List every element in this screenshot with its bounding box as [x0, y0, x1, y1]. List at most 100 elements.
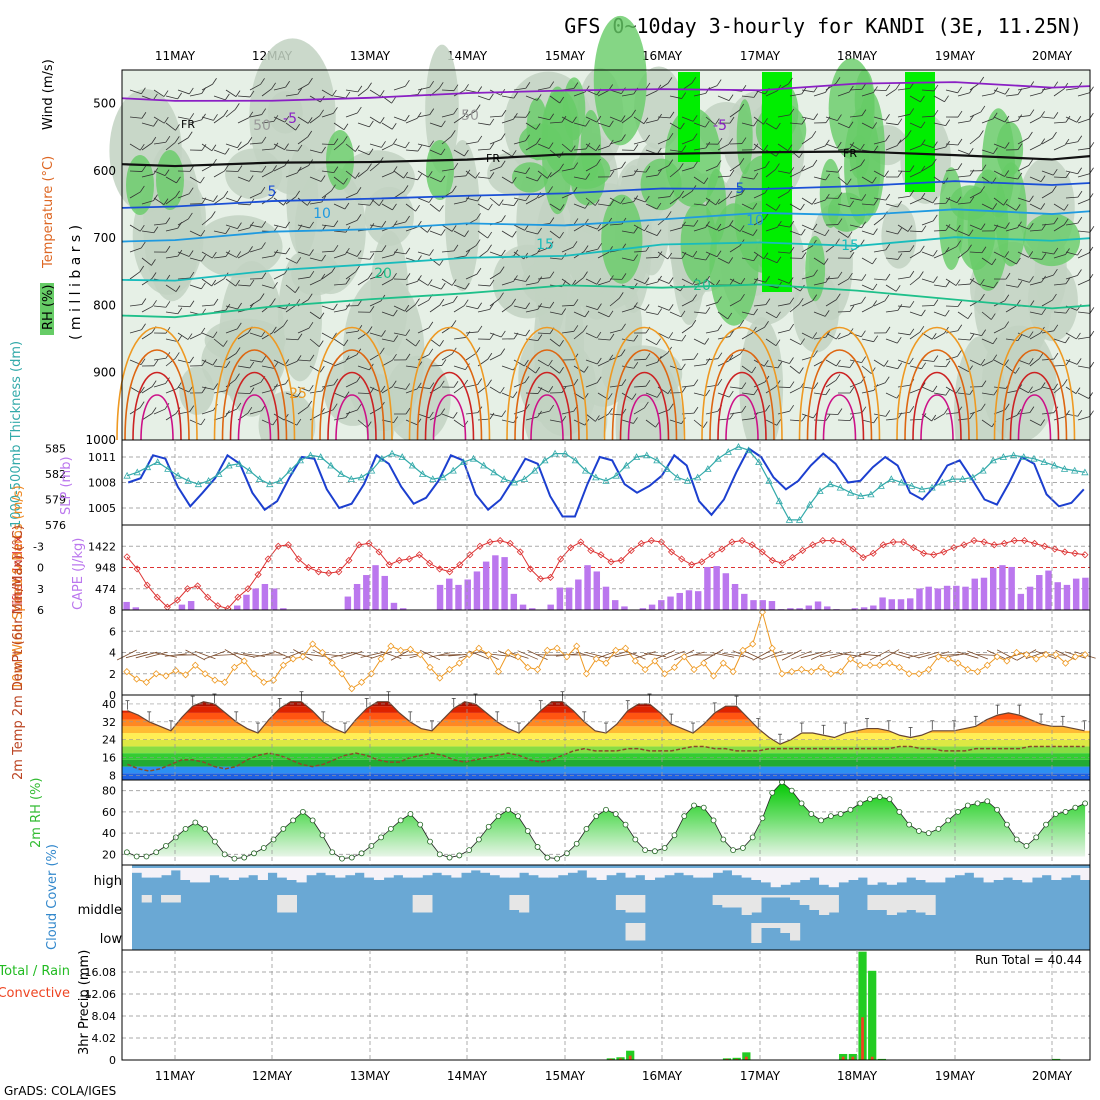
cloud-middle-bar	[615, 895, 627, 910]
upper-wind-barb-flag	[669, 190, 675, 197]
wind-speed-marker	[152, 670, 160, 678]
upper-wind-barb-flag	[645, 82, 651, 90]
upper-wind-barb	[969, 136, 980, 145]
upper-wind-barb	[129, 271, 140, 280]
upper-wind-barb	[225, 328, 238, 334]
upper-wind-barb-flag	[787, 144, 793, 151]
upper-wind-barb	[261, 148, 274, 151]
upper-wind-barb	[333, 392, 346, 398]
upper-wind-barb	[561, 246, 574, 253]
cloud-high-bar	[257, 868, 268, 880]
upper-wind-barb	[573, 277, 584, 286]
upper-wind-barb-flag	[945, 280, 951, 288]
upper-wind-barb-flag	[596, 331, 602, 339]
upper-wind-barb-flag	[909, 165, 915, 172]
upper-wind-barb-flag	[908, 357, 914, 365]
upper-wind-barb-flag	[284, 267, 290, 274]
upper-wind-barb	[717, 196, 729, 205]
upper-wind-barb	[573, 91, 586, 97]
upper-wind-barb-flag	[463, 109, 469, 117]
upper-wind-barb	[705, 224, 718, 231]
thickness-marker	[663, 465, 671, 472]
upper-wind-barb-flag	[861, 406, 867, 413]
rh2m-marker	[661, 845, 668, 851]
upper-wind-barb	[897, 195, 910, 199]
upper-wind-barb-flag	[236, 402, 242, 410]
upper-wind-barb	[549, 419, 562, 423]
upper-wind-barb	[273, 359, 285, 366]
upper-wind-barb-flag	[920, 192, 926, 200]
upper-wind-barb	[165, 284, 177, 292]
thickness-marker	[500, 475, 508, 482]
upper-wind-barb-flag	[213, 114, 218, 121]
upper-wind-barb	[465, 353, 477, 361]
upper-wind-barb-flag	[909, 328, 915, 336]
rh2m-marker	[886, 796, 893, 803]
upper-wind-barb	[141, 413, 153, 421]
thickness-marker	[826, 480, 834, 488]
upper-wind-barb	[237, 365, 250, 369]
lifted-index-marker	[627, 546, 635, 555]
thickness-marker	[245, 466, 254, 474]
cape-bar	[1008, 566, 1015, 610]
upper-wind-barb	[513, 381, 526, 388]
upper-wind-barb-flag	[595, 415, 600, 422]
upper-wind-barb	[1041, 223, 1054, 226]
upper-wind-barb	[885, 230, 898, 235]
cloud-middle-bar	[877, 895, 888, 910]
cloud-high-bar	[944, 868, 956, 878]
upper-wind-barb-flag	[188, 250, 194, 257]
upper-wind-barb	[729, 411, 742, 415]
upper-wind-barb-flag	[139, 265, 145, 273]
wind-speed-marker	[612, 646, 620, 654]
upper-wind-barb	[525, 176, 538, 182]
upper-wind-barb	[537, 247, 550, 253]
lifted-index-marker	[879, 541, 887, 549]
rh2m-marker	[368, 842, 375, 849]
upper-wind-barb-flag	[189, 87, 194, 95]
upper-wind-barb-flag	[945, 388, 951, 396]
wind-speed-marker	[397, 646, 405, 654]
upper-wind-barb-flag	[1075, 387, 1081, 394]
upper-wind-barb-flag	[872, 300, 878, 307]
upper-wind-barb	[873, 300, 886, 307]
isotherm--5	[121, 81, 1091, 102]
upper-wind-barb-flag	[933, 141, 938, 148]
warm-isotherm-loop	[627, 394, 662, 441]
upper-wind-barb-flag	[692, 278, 698, 285]
upper-wind-barb-flag	[549, 81, 555, 88]
upper-wind-barb-flag	[1041, 308, 1047, 315]
upper-wind-barb	[765, 203, 777, 211]
upper-wind-barb-flag	[1077, 190, 1083, 198]
upper-wind-barb-flag	[789, 246, 795, 254]
lifted-index-marker	[325, 569, 333, 577]
cape-bar	[722, 573, 730, 610]
rh-patch-green	[1023, 213, 1081, 267]
wind-speed-marker	[739, 646, 747, 654]
rh2m-marker	[192, 819, 199, 826]
slp-tick-1005: 1005	[88, 502, 116, 515]
wind-speed-marker	[221, 678, 229, 686]
upper-wind-barb	[189, 93, 202, 97]
upper-wind-barb-flag	[957, 163, 963, 170]
upper-wind-barb-flag	[596, 357, 602, 365]
upper-wind-barb-flag	[873, 416, 878, 424]
upper-wind-barb-flag	[357, 85, 363, 93]
lifted-index-marker	[859, 554, 867, 562]
wind-speed-marker	[1042, 651, 1050, 659]
upper-wind-barb	[633, 358, 647, 361]
rh2m-marker	[612, 811, 619, 817]
upper-wind-barb	[1065, 251, 1078, 256]
rh-core-bright	[762, 72, 792, 292]
warm-isotherm-loop	[140, 394, 174, 441]
upper-wind-barb	[633, 407, 645, 415]
cape-axis-label: CAPE (J/kg)	[71, 538, 86, 610]
upper-wind-barb	[225, 197, 238, 203]
upper-wind-barb	[345, 112, 358, 118]
upper-wind-barb-flag	[165, 217, 171, 224]
upper-wind-barb	[933, 202, 947, 205]
upper-wind-barb-flag	[668, 277, 674, 284]
warm-isotherm-loop	[237, 394, 272, 441]
upper-wind-barb	[201, 143, 213, 152]
upper-wind-barb	[369, 89, 381, 97]
